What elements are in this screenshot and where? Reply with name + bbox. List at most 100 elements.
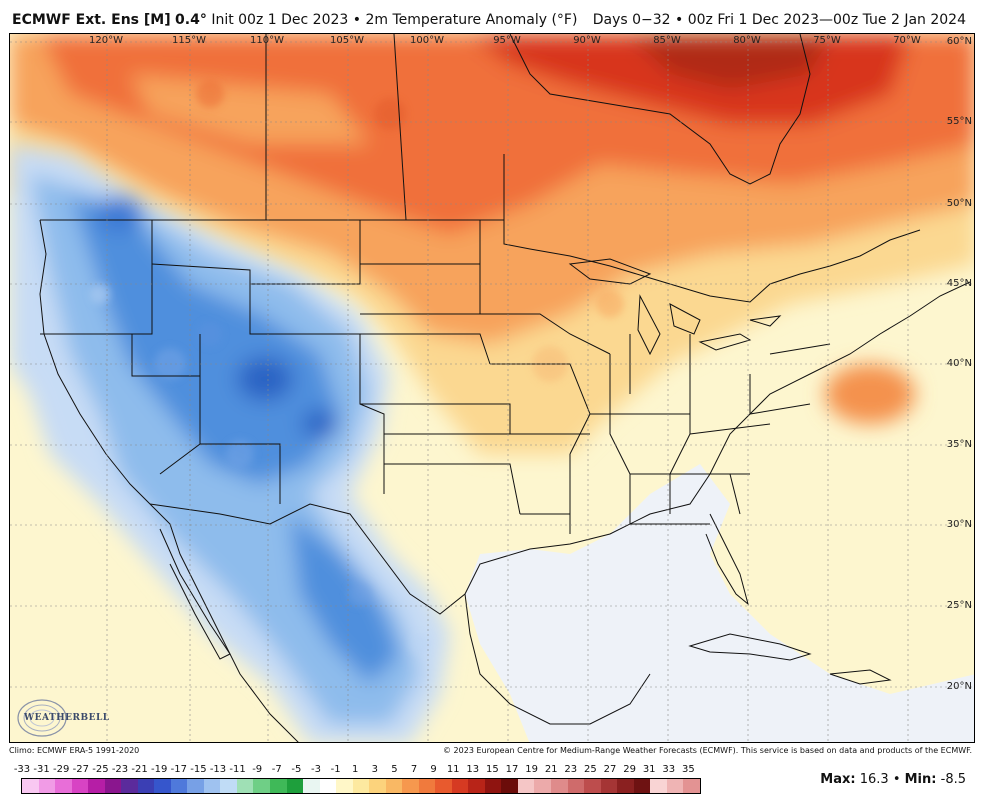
- colorbar-tick-label: 19: [525, 764, 538, 775]
- colorbar-swatch: [303, 779, 320, 793]
- colorbar-swatch: [451, 779, 469, 793]
- colorbar-swatch: [501, 779, 518, 793]
- lat-label-55n: 55°N: [946, 116, 972, 127]
- colorbar-swatch: [551, 779, 568, 793]
- colorbar-tick-label: 17: [505, 764, 519, 775]
- colorbar-tick-label: -7: [271, 764, 282, 775]
- colorbar-swatch: [567, 779, 585, 793]
- colorbar-tick-label: 27: [603, 764, 617, 775]
- colorbar-swatch: [435, 779, 452, 793]
- lon-label-110w: 110°W: [250, 35, 284, 46]
- colorbar-swatch: [484, 779, 502, 793]
- colorbar-tick-label: 13: [466, 764, 480, 775]
- lon-label-100w: 100°W: [410, 35, 444, 46]
- map-canvas: [10, 34, 974, 742]
- colorbar-tick-label: 23: [564, 764, 578, 775]
- min-label: Min: [904, 772, 932, 787]
- colorbar-tick-label: -21: [131, 764, 148, 775]
- colorbar-swatch: [220, 779, 237, 793]
- colorbar-swatch: [385, 779, 403, 793]
- colorbar-swatch: [633, 779, 651, 793]
- colorbar-tick-label: 1: [352, 764, 359, 775]
- colorbar-tick-label: 35: [682, 764, 695, 775]
- lon-label-75w: 75°W: [813, 35, 841, 46]
- colorbar-swatch: [336, 779, 353, 793]
- colorbar-ticks: -33 -31 -29 -27 -25 -23 -21 -19 -17 -15 -13 -11 -9 -7…: [12, 764, 702, 776]
- colorbar-swatch: [104, 779, 122, 793]
- map-title: ECMWF Ext. Ens [M] 0.4° Init 00z 1 Dec 2…: [12, 12, 577, 28]
- lon-label-95w: 95°W: [493, 35, 521, 46]
- lat-label-35n: 35°N: [946, 439, 972, 450]
- max-value: 16.3: [859, 772, 889, 787]
- colorbar-tick-label: -33: [13, 764, 31, 775]
- colorbar-swatch: [517, 779, 535, 793]
- colorbar-swatch: [71, 779, 89, 793]
- colorbar-swatch: [683, 779, 700, 793]
- colorbar-tick-label: -3: [311, 764, 321, 775]
- anomaly-map: [9, 33, 975, 743]
- colorbar-tick-label: -17: [170, 764, 187, 775]
- colorbar-swatch: [269, 779, 287, 793]
- colorbar-tick-label: 29: [623, 764, 636, 775]
- lon-label-115w: 115°W: [172, 35, 206, 46]
- colorbar-swatch: [369, 779, 386, 793]
- lon-label-90w: 90°W: [573, 35, 601, 46]
- colorbar-swatch: [88, 779, 105, 793]
- colorbar-tick-label: 31: [642, 764, 656, 775]
- cold-anomaly-area: [10, 144, 450, 742]
- colorbar-swatch: [170, 779, 188, 793]
- valid-period: Days 0−32 • 00z Fri 1 Dec 2023—00z Tue 2…: [592, 12, 966, 28]
- colorbar-swatch: [203, 779, 221, 793]
- colorbar-swatch: [584, 779, 601, 793]
- colorbar-swatch: [666, 779, 684, 793]
- colorbar-tick-label: -19: [151, 764, 168, 775]
- lat-label-25n: 25°N: [946, 600, 972, 611]
- colorbar-swatch: [154, 779, 171, 793]
- colorbar-tick-label: 7: [410, 764, 418, 775]
- lat-label-45n: 45°N: [946, 278, 972, 289]
- lon-label-85w: 85°W: [653, 35, 681, 46]
- colorbar-tick-label: -5: [291, 764, 302, 775]
- colorbar-swatch: [38, 779, 56, 793]
- weatherbell-logo: [17, 699, 67, 737]
- colorbar-tick-label: -23: [111, 764, 129, 775]
- political-borders: [39, 34, 971, 742]
- lon-label-105w: 105°W: [330, 35, 364, 46]
- max-min-readout: Max: 16.3 • Min: -8.5: [820, 772, 966, 787]
- colorbar-tick-label: 5: [391, 764, 398, 775]
- colorbar-swatch: [534, 779, 551, 793]
- colorbar-swatch: [468, 779, 485, 793]
- colorbar-tick-label: 3: [371, 764, 378, 775]
- colorbar-tick-label: 11: [446, 764, 460, 775]
- colorbar-swatch: [253, 779, 270, 793]
- colorbar-tick-label: 9: [430, 764, 437, 775]
- title-bullet: •: [352, 12, 362, 28]
- colorbar-tick-label: -29: [53, 764, 70, 775]
- colorbar-swatch: [55, 779, 72, 793]
- lon-label-70w: 70°W: [893, 35, 921, 46]
- colorbar-swatch: [617, 779, 634, 793]
- colorbar-tick-label: -31: [33, 764, 50, 775]
- colorbar-swatch: [286, 779, 304, 793]
- colorbar-tick-label: -1: [330, 764, 341, 775]
- colorbar-tick-label: -15: [190, 764, 207, 775]
- lat-label-40n: 40°N: [946, 358, 972, 369]
- colorbar-swatch: [236, 779, 254, 793]
- colorbar-tick-label: -13: [209, 764, 227, 775]
- logo-text: WEATHERBELL: [24, 713, 110, 723]
- model-resolution: 0.4°: [175, 12, 207, 28]
- max-label: Max: [820, 772, 851, 787]
- init-time: Init 00z 1 Dec 2023: [211, 12, 349, 28]
- lon-label-120w: 120°W: [89, 35, 123, 46]
- colorbar-swatch: [22, 779, 39, 793]
- colorbar-tick-label: 33: [662, 764, 676, 775]
- colorbar-tick-label: -27: [72, 764, 89, 775]
- colorbar-tick-label: 21: [544, 764, 558, 775]
- colorbar: [21, 778, 701, 794]
- colorbar-swatch: [600, 779, 618, 793]
- colorbar-tick-label: -11: [229, 764, 246, 775]
- graticule: [10, 34, 974, 742]
- colorbar-swatch: [319, 779, 337, 793]
- lat-label-20n: 20°N: [946, 681, 972, 692]
- lat-label-50n: 50°N: [946, 198, 972, 209]
